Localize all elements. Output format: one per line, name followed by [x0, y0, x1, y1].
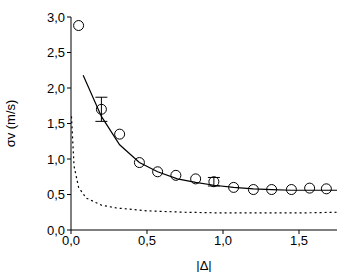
svg-text:0,0: 0,0 — [47, 223, 65, 238]
svg-text:0,5: 0,5 — [138, 233, 156, 248]
svg-text:σv (m/s): σv (m/s) — [8, 100, 18, 148]
svg-text:2,5: 2,5 — [47, 45, 65, 60]
svg-text:1,0: 1,0 — [47, 152, 65, 167]
svg-text:0,5: 0,5 — [47, 187, 65, 202]
svg-text:1,0: 1,0 — [214, 233, 232, 248]
svg-text:3,0: 3,0 — [47, 10, 65, 25]
svg-text:0,0: 0,0 — [62, 233, 80, 249]
svg-text:1,5: 1,5 — [47, 116, 65, 131]
svg-text:2,0: 2,0 — [47, 81, 65, 96]
svg-text:1,5: 1,5 — [290, 233, 308, 248]
svg-text:|Δ|: |Δ| — [196, 258, 211, 272]
